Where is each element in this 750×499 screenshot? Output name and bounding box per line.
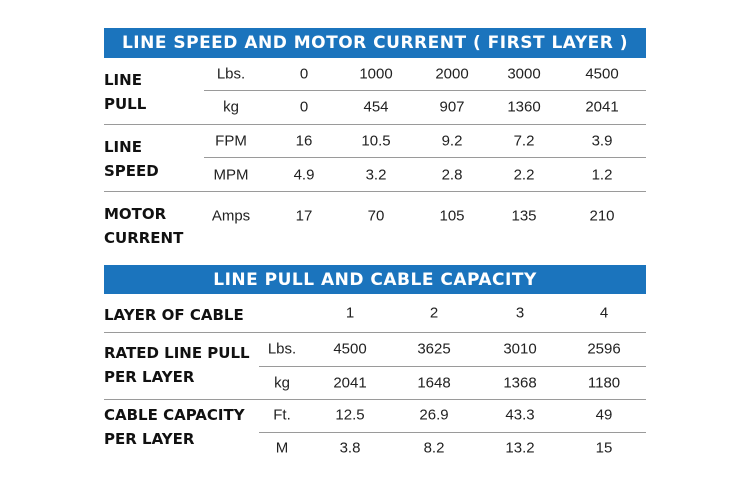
layer-number-cell: 4: [599, 304, 609, 322]
value-cell: 210: [589, 207, 615, 225]
value-cell: 49: [595, 406, 613, 424]
value-cell: 2.8: [441, 166, 463, 184]
unit-cell: M: [275, 439, 289, 457]
line-pull-label: LINE PULL: [104, 71, 147, 113]
value-cell: 3625: [417, 340, 451, 358]
value-cell: 26.9: [419, 406, 449, 424]
value-cell: 1360: [507, 98, 541, 116]
group-divider: [104, 124, 646, 125]
value-cell: 105: [439, 207, 465, 225]
group-divider: [104, 191, 646, 192]
layer-number-cell: 2: [429, 304, 439, 322]
cable-capacity-table-title: LINE PULL AND CABLE CAPACITY: [104, 265, 646, 294]
group-divider: [104, 332, 646, 333]
value-cell: 907: [439, 98, 465, 116]
value-cell: 16: [295, 132, 313, 150]
value-cell: 2596: [587, 340, 621, 358]
value-cell: 9.2: [441, 132, 463, 150]
unit-cell: kg: [274, 374, 290, 392]
motor-current-label: MOTOR CURRENT: [104, 205, 184, 247]
unit-cell: MPM: [213, 166, 249, 184]
value-cell: 12.5: [335, 406, 365, 424]
value-cell: 1.2: [591, 166, 613, 184]
rated-line-pull-label: RATED LINE PULL PER LAYER: [104, 344, 250, 386]
value-cell: 454: [363, 98, 389, 116]
unit-cell: FPM: [215, 132, 247, 150]
layer-number-cell: 3: [515, 304, 525, 322]
value-cell: 3.8: [339, 439, 361, 457]
value-cell: 2.2: [513, 166, 535, 184]
line-speed-label: LINE SPEED: [104, 138, 159, 180]
value-cell: 3010: [503, 340, 537, 358]
value-cell: 4500: [333, 340, 367, 358]
value-cell: 4500: [585, 65, 619, 83]
value-cell: 1648: [417, 374, 451, 392]
row-divider: [259, 366, 646, 367]
unit-cell: Lbs.: [216, 65, 246, 83]
unit-cell: Lbs.: [267, 340, 297, 358]
value-cell: 10.5: [361, 132, 391, 150]
cable-capacity-label: CABLE CAPACITY PER LAYER: [104, 406, 245, 448]
value-cell: 70: [367, 207, 385, 225]
value-cell: 2041: [585, 98, 619, 116]
value-cell: 3.2: [365, 166, 387, 184]
value-cell: 0: [299, 65, 309, 83]
value-cell: 2041: [333, 374, 367, 392]
value-cell: 7.2: [513, 132, 535, 150]
unit-cell: Ft.: [273, 406, 291, 424]
cable-capacity-table: LINE PULL AND CABLE CAPACITY LAYER OF CA…: [104, 265, 646, 465]
value-cell: 1180: [587, 374, 621, 392]
value-cell: 17: [295, 207, 313, 225]
value-cell: 43.3: [505, 406, 535, 424]
unit-cell: kg: [223, 98, 239, 116]
unit-cell: Amps: [211, 207, 251, 225]
value-cell: 135: [511, 207, 537, 225]
line-speed-table: LINE SPEED AND MOTOR CURRENT ( FIRST LAY…: [104, 28, 646, 253]
row-divider: [204, 90, 646, 91]
group-divider: [104, 399, 646, 400]
value-cell: 0: [299, 98, 309, 116]
value-cell: 15: [595, 439, 613, 457]
value-cell: 2000: [435, 65, 469, 83]
layer-of-cable-label: LAYER OF CABLE: [104, 306, 244, 324]
value-cell: 1368: [503, 374, 537, 392]
value-cell: 4.9: [293, 166, 315, 184]
value-cell: 1000: [359, 65, 393, 83]
value-cell: 8.2: [423, 439, 445, 457]
line-speed-table-title: LINE SPEED AND MOTOR CURRENT ( FIRST LAY…: [104, 28, 646, 58]
row-divider: [259, 432, 646, 433]
row-divider: [204, 157, 646, 158]
value-cell: 3.9: [591, 132, 613, 150]
layer-number-cell: 1: [345, 304, 355, 322]
value-cell: 3000: [507, 65, 541, 83]
value-cell: 13.2: [505, 439, 535, 457]
